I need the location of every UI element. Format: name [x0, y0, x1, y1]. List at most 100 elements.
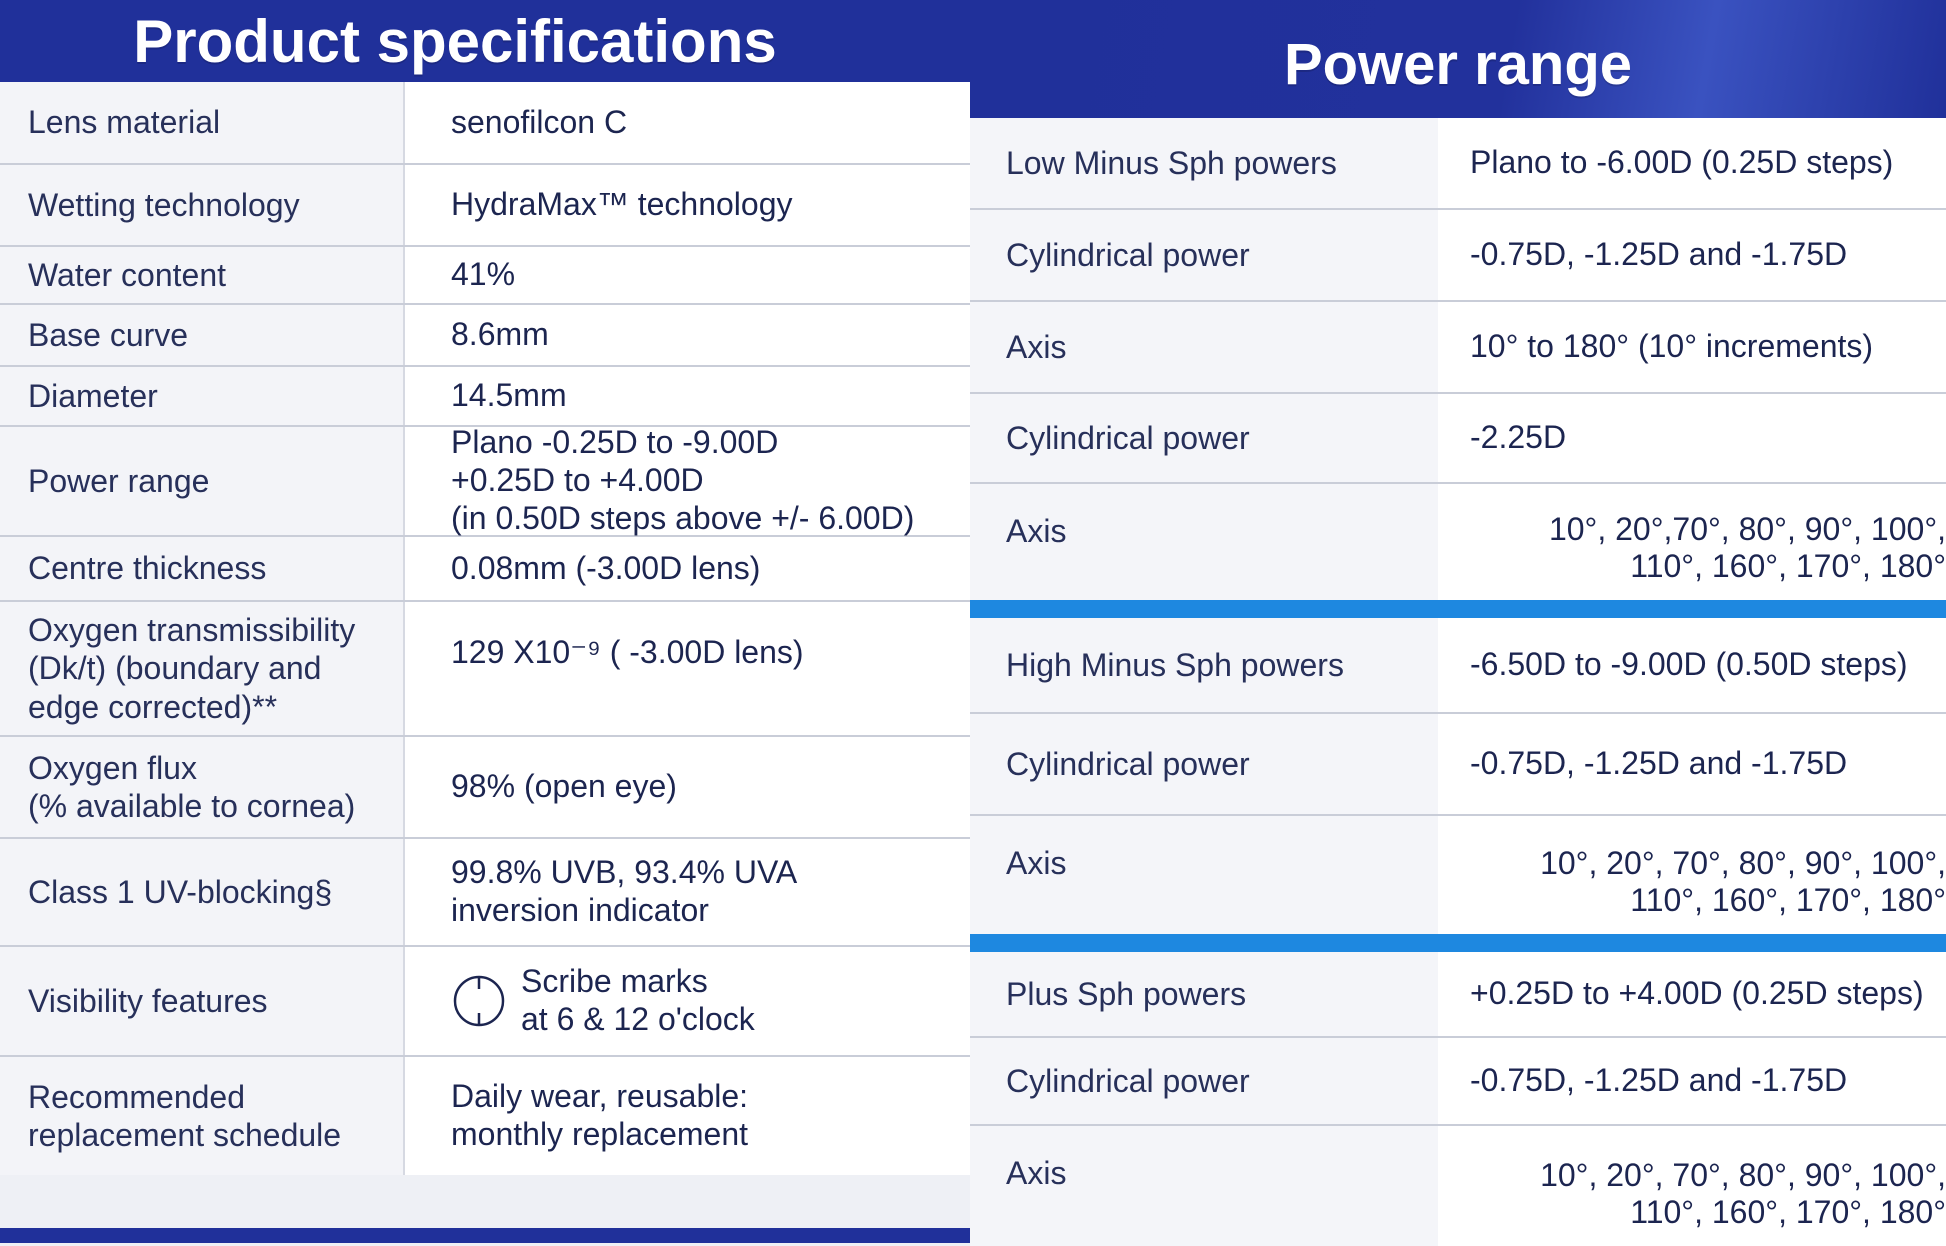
power-value: 10°, 20°,70°, 80°, 90°, 100°, 110°, 160°…	[1438, 484, 1946, 600]
spec-label: Wetting technology	[0, 165, 405, 245]
power-row: Cylindrical power -2.25D	[970, 394, 1946, 484]
spec-value-line: +0.25D to +4.00D	[451, 462, 704, 499]
scribe-mark-icon	[453, 975, 505, 1027]
spec-value: 14.5mm	[405, 367, 970, 425]
spec-label: Diameter	[0, 367, 405, 425]
spec-value: 98% (open eye)	[405, 737, 970, 837]
power-row: Low Minus Sph powers Plano to -6.00D (0.…	[970, 118, 1946, 210]
spec-label-line: replacement schedule	[28, 1117, 342, 1153]
power-label: Low Minus Sph powers	[970, 118, 1438, 208]
spec-row: Centre thickness 0.08mm (-3.00D lens)	[0, 537, 970, 602]
power-range-title: Power range	[970, 0, 1946, 118]
spec-label-line: Oxygen flux	[28, 749, 197, 786]
group-separator	[970, 934, 1946, 952]
spec-label-line: Oxygen transmissibility	[28, 611, 356, 648]
product-specifications-panel: Product specifications Lens material sen…	[0, 0, 970, 1175]
power-value: +0.25D to +4.00D (0.25D steps)	[1438, 952, 1946, 1036]
spec-value: 99.8% UVB, 93.4% UVA inversion indicator	[405, 839, 970, 945]
power-value: 10°, 20°, 70°, 80°, 90°, 100°, 110°, 160…	[1438, 1126, 1946, 1246]
power-value: Plano to -6.00D (0.25D steps)	[1438, 118, 1946, 208]
spec-value: 41%	[405, 247, 970, 303]
spec-row: Visibility features Scribe marks at 6 & …	[0, 947, 970, 1057]
power-row: High Minus Sph powers -6.50D to -9.00D (…	[970, 618, 1946, 714]
spec-label: Oxygen flux (% available to cornea)	[0, 737, 405, 837]
power-label: Cylindrical power	[970, 210, 1438, 300]
spec-value-line: (in 0.50D steps above +/- 6.00D)	[451, 499, 915, 536]
spec-value-line: monthly replacement	[451, 1116, 749, 1152]
power-value: -0.75D, -1.25D and -1.75D	[1438, 714, 1946, 814]
spec-label: Class 1 UV-blocking§	[0, 839, 405, 945]
power-row: Cylindrical power -0.75D, -1.25D and -1.…	[970, 714, 1946, 816]
spec-value: Daily wear, reusable: monthly replacemen…	[405, 1057, 970, 1175]
bottom-bar	[0, 1228, 970, 1243]
power-value: -6.50D to -9.00D (0.50D steps)	[1438, 618, 1946, 712]
power-value: 10°, 20°, 70°, 80°, 90°, 100°, 110°, 160…	[1438, 816, 1946, 934]
power-value: 10° to 180° (10° increments)	[1438, 302, 1946, 392]
spec-label: Power range	[0, 427, 405, 535]
spec-row: Oxygen flux (% available to cornea) 98% …	[0, 737, 970, 839]
spec-value: Plano -0.25D to -9.00D +0.25D to +4.00D …	[405, 424, 970, 536]
spec-value-line: inversion indicator	[451, 892, 709, 928]
spec-value-line: Daily wear, reusable:	[451, 1078, 749, 1115]
spec-row: Wetting technology HydraMax™ technology	[0, 165, 970, 247]
spec-value: 129 X10⁻⁹ ( -3.00D lens)	[405, 602, 970, 735]
power-value-line: 110°, 160°, 170°, 180°	[1630, 548, 1946, 585]
spec-value-line: 99.8% UVB, 93.4% UVA	[451, 854, 798, 891]
spec-label: Visibility features	[0, 947, 405, 1055]
power-label: Axis	[970, 302, 1438, 392]
power-row: Axis 10°, 20°,70°, 80°, 90°, 100°, 110°,…	[970, 484, 1946, 600]
spec-row: Lens material senofilcon C	[0, 82, 970, 165]
power-label: Axis	[970, 484, 1438, 600]
power-row: Axis 10° to 180° (10° increments)	[970, 302, 1946, 394]
spec-label: Water content	[0, 247, 405, 303]
scribe-text: Scribe marks at 6 & 12 o'clock	[521, 963, 755, 1039]
spec-row: Diameter 14.5mm	[0, 367, 970, 427]
spec-row: Recommended replacement schedule Daily w…	[0, 1057, 970, 1175]
spec-value: 8.6mm	[405, 305, 970, 365]
spec-value-line: Plano -0.25D to -9.00D	[451, 424, 779, 461]
power-label: Axis	[970, 816, 1438, 934]
spec-value-line: Scribe marks	[521, 963, 708, 1000]
spec-label: Base curve	[0, 305, 405, 365]
spec-value: senofilcon C	[405, 82, 970, 163]
power-value-line: 110°, 160°, 170°, 180°	[1630, 1194, 1946, 1231]
group-separator	[970, 600, 1946, 618]
power-row: Plus Sph powers +0.25D to +4.00D (0.25D …	[970, 952, 1946, 1038]
spec-label-line: (Dk/t) (boundary and	[28, 650, 322, 687]
power-row: Cylindrical power -0.75D, -1.25D and -1.…	[970, 210, 1946, 302]
power-label: Axis	[970, 1126, 1438, 1246]
spec-row: Power range Plano -0.25D to -9.00D +0.25…	[0, 424, 970, 537]
power-value-line: 10°, 20°, 70°, 80°, 90°, 100°,	[1540, 1156, 1946, 1193]
power-value-line: 110°, 160°, 170°, 180°	[1630, 882, 1946, 919]
power-row: Axis 10°, 20°, 70°, 80°, 90°, 100°, 110°…	[970, 1126, 1946, 1246]
product-specifications-title: Product specifications	[0, 0, 970, 82]
power-value-line: 10°, 20°,70°, 80°, 90°, 100°,	[1548, 510, 1946, 547]
spec-label: Centre thickness	[0, 537, 405, 600]
power-value: -0.75D, -1.25D and -1.75D	[1438, 210, 1946, 300]
spec-row: Class 1 UV-blocking§ 99.8% UVB, 93.4% UV…	[0, 839, 970, 947]
spec-label: Oxygen transmissibility (Dk/t) (boundary…	[0, 602, 405, 735]
power-row: Cylindrical power -0.75D, -1.25D and -1.…	[970, 1038, 1946, 1126]
power-label: Plus Sph powers	[970, 952, 1438, 1036]
power-value: -2.25D	[1438, 394, 1946, 482]
power-label: Cylindrical power	[970, 714, 1438, 814]
spec-value: 0.08mm (-3.00D lens)	[405, 537, 970, 600]
spec-row: Base curve 8.6mm	[0, 305, 970, 367]
spec-row: Water content 41%	[0, 247, 970, 305]
power-value: -0.75D, -1.25D and -1.75D	[1438, 1038, 1946, 1124]
spec-value: Scribe marks at 6 & 12 o'clock	[405, 947, 970, 1055]
power-label: Cylindrical power	[970, 1038, 1438, 1124]
power-value-line: 10°, 20°, 70°, 80°, 90°, 100°,	[1540, 844, 1946, 881]
power-label: Cylindrical power	[970, 394, 1438, 482]
spec-value: HydraMax™ technology	[405, 165, 970, 245]
spec-label: Recommended replacement schedule	[0, 1057, 405, 1175]
spec-label: Lens material	[0, 82, 405, 163]
scribe-marks: Scribe marks at 6 & 12 o'clock	[451, 963, 755, 1039]
spec-value-line: at 6 & 12 o'clock	[521, 1001, 755, 1037]
power-row: Axis 10°, 20°, 70°, 80°, 90°, 100°, 110°…	[970, 816, 1946, 934]
spec-row: Oxygen transmissibility (Dk/t) (boundary…	[0, 602, 970, 737]
power-range-panel: Power range Low Minus Sph powers Plano t…	[970, 0, 1946, 1246]
spec-label-line: edge corrected)**	[28, 688, 278, 725]
spec-label-line: Recommended	[28, 1078, 245, 1115]
power-label: High Minus Sph powers	[970, 618, 1438, 712]
